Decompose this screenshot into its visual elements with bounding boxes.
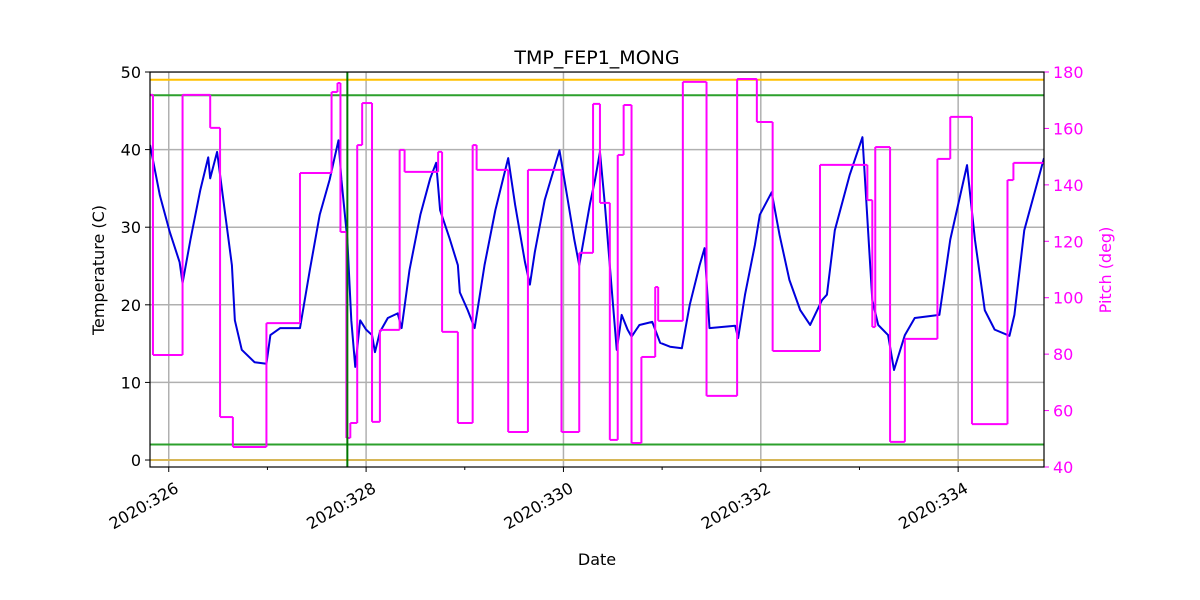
y-tick-label: 50 bbox=[121, 63, 141, 82]
y2-tick-label: 180 bbox=[1053, 63, 1084, 82]
y2-tick-label: 80 bbox=[1053, 345, 1073, 364]
y-tick-label: 0 bbox=[131, 451, 141, 470]
y2-tick-label: 60 bbox=[1053, 402, 1073, 421]
x-tick-label: 2020:328 bbox=[303, 478, 379, 533]
plot-frame bbox=[149, 71, 1045, 468]
y2-tick-label: 120 bbox=[1053, 232, 1084, 251]
x-axis-label: Date bbox=[578, 550, 616, 569]
y2-tick-label: 100 bbox=[1053, 289, 1084, 308]
x-tick-label: 2020:332 bbox=[698, 478, 774, 533]
y2-tick-label: 40 bbox=[1053, 458, 1073, 477]
y-axis-label: Temperature (C) bbox=[89, 205, 108, 336]
y2-tick-label: 140 bbox=[1053, 176, 1084, 195]
plot-area bbox=[150, 72, 1044, 467]
x-tick-label: 2020:326 bbox=[106, 478, 182, 533]
x-tick-label: 2020:334 bbox=[895, 478, 971, 533]
y-tick-label: 30 bbox=[121, 218, 141, 237]
chart-title: TMP_FEP1_MONG bbox=[513, 47, 679, 69]
y-tick-label: 10 bbox=[121, 373, 141, 392]
temperature-line bbox=[150, 136, 1044, 371]
y2-tick-label: 160 bbox=[1053, 119, 1084, 138]
y-tick-label: 40 bbox=[121, 141, 141, 160]
y-tick-label: 20 bbox=[121, 296, 141, 315]
x-tick-label: 2020:330 bbox=[501, 478, 577, 533]
y2-axis-label: Pitch (deg) bbox=[1096, 227, 1115, 314]
